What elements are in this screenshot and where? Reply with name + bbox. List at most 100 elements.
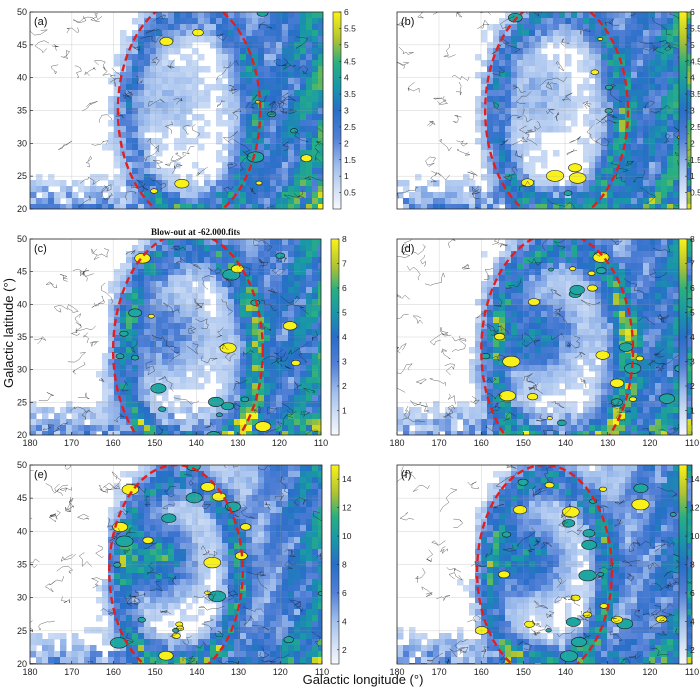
y-tick-label: 40 (17, 299, 27, 309)
intensity-map (397, 465, 692, 664)
x-tick-label: 110 (685, 667, 699, 677)
x-tick-label: 160 (106, 438, 121, 448)
x-tick-label: 180 (22, 667, 37, 677)
y-tick-label: 25 (17, 626, 27, 636)
y-tick-label: 40 (17, 73, 27, 83)
colorbar-tick-label: 4 (690, 73, 695, 83)
colorbar-tick-label: 6 (690, 588, 695, 598)
colorbar-tick-label: 2 (342, 645, 347, 655)
y-tick-label: 35 (17, 332, 27, 342)
x-tick-label: 150 (516, 438, 531, 448)
colorbar-tick-label: 1.5 (344, 155, 356, 165)
y-tick-label: 50 (17, 234, 27, 244)
y-tick-label: 45 (17, 267, 27, 277)
x-tick-label: 170 (64, 667, 79, 677)
colorbar-tick-label: 5.5 (344, 23, 356, 33)
y-tick-label: 35 (17, 560, 27, 570)
colorbar-tick-label: 5 (690, 308, 695, 318)
shell-ring (484, 12, 630, 209)
colorbar-tick-label: 1 (344, 171, 349, 181)
colorbar-tick-label: 3 (690, 106, 695, 116)
x-tick-label: 140 (558, 667, 573, 677)
colorbar-tick-label: 5 (342, 308, 347, 318)
x-tick-label: 140 (558, 438, 573, 448)
shell-ring (116, 12, 262, 209)
panel-label: (f) (401, 469, 411, 481)
colorbar-tick-label: 6 (342, 283, 347, 293)
intensity-map (30, 12, 323, 209)
x-tick-label: 140 (189, 438, 204, 448)
y-tick-label: 45 (17, 493, 27, 503)
colorbar: 1 2 3 4 5 6 7 8 (330, 234, 347, 436)
panel-b: (b) 0.5 1 1.5 2 2.5 3 3.5 4 4.5 5 5.5 6 (396, 7, 700, 210)
x-tick-label: 130 (600, 667, 615, 677)
x-tick-label: 180 (389, 438, 404, 448)
colorbar-tick-label: 4 (690, 616, 695, 626)
panel-label: (a) (34, 16, 47, 28)
colorbar-tick-label: 4 (342, 616, 347, 626)
y-tick-label: 25 (17, 397, 27, 407)
x-tick-label: 150 (147, 438, 162, 448)
colorbar-tick-label: 2 (690, 645, 695, 655)
panel-label: (d) (401, 243, 414, 255)
y-tick-label: 30 (17, 593, 27, 603)
x-tick-label: 130 (600, 438, 615, 448)
panel-annotation: Blow-out at -62.000.fits (151, 227, 240, 237)
colorbar-tick-label: 7 (342, 259, 347, 269)
colorbar-tick-label: 5 (690, 40, 695, 50)
y-tick-label: 30 (17, 365, 27, 375)
x-tick-label: 160 (106, 667, 121, 677)
x-tick-label: 180 (22, 438, 37, 448)
colorbar-tick-label: 3.5 (690, 89, 700, 99)
y-axis-label: Galactic latitude (°) (1, 278, 16, 388)
plot-frame (396, 238, 693, 436)
x-tick-label: 120 (642, 667, 657, 677)
panel-label: (c) (34, 243, 47, 255)
x-tick-label: 150 (516, 667, 531, 677)
colorbar-tick-label: 5.5 (690, 23, 700, 33)
colorbar-tick-label: 10 (342, 531, 352, 541)
colorbar-tick-label: 4 (690, 332, 695, 342)
shell-ring (480, 239, 635, 435)
colorbar-tick-label: 2 (690, 381, 695, 391)
colorbar-tick-label: 2 (344, 138, 349, 148)
x-tick-label: 120 (273, 667, 288, 677)
colorbar-tick-label: 8 (342, 560, 347, 570)
colorbar-tick-label: 6 (344, 7, 349, 17)
x-tick-label: 110 (685, 438, 699, 448)
colorbar-tick-label: 0.5 (690, 188, 700, 198)
colorbar-tick-label: 2 (342, 381, 347, 391)
colorbar-tick-label: 14 (342, 474, 352, 484)
colorbar-tick-label: 3.5 (344, 89, 356, 99)
intensity-map (397, 239, 692, 435)
x-tick-label: 120 (272, 438, 287, 448)
x-tick-label: 120 (642, 438, 657, 448)
x-tick-label: 130 (231, 667, 246, 677)
colorbar-tick-label: 8 (690, 560, 695, 570)
y-tick-label: 50 (17, 7, 27, 17)
x-tick-label: 180 (389, 667, 404, 677)
y-tick-label: 45 (17, 40, 27, 50)
colorbar: 2 4 6 8 10 12 14 (678, 464, 700, 665)
panel-label: (e) (34, 469, 47, 481)
colorbar-tick-label: 1 (690, 406, 695, 416)
plot-frame (396, 11, 692, 210)
x-tick-label: 110 (315, 667, 329, 677)
x-tick-label: 170 (64, 438, 79, 448)
colorbar-tick-label: 8 (342, 234, 347, 244)
colorbar-tick-label: 8 (690, 234, 695, 244)
colorbar-tick-label: 1.5 (690, 155, 700, 165)
colorbar-tick-label: 6 (690, 283, 695, 293)
colorbar-tick-label: 0.5 (344, 188, 356, 198)
colorbar: 0.5 1 1.5 2 2.5 3 3.5 4 4.5 5 5.5 6 (678, 7, 700, 210)
y-tick-label: 50 (17, 460, 27, 470)
colorbar-tick-label: 2 (690, 138, 695, 148)
panel-e: (e) 20 25 30 35 40 45 50 180 170 160 150 140 130 120 11… (17, 460, 352, 677)
plot-frame (396, 464, 693, 665)
shell-ring (111, 239, 264, 435)
x-tick-label: 130 (230, 438, 245, 448)
panel-c: (c)Blow-out at -62.000.fits2025303540455… (17, 227, 347, 448)
colorbar: 1 2 3 4 5 6 7 8 (678, 234, 695, 436)
colorbar-tick-label: 2.5 (344, 122, 356, 132)
